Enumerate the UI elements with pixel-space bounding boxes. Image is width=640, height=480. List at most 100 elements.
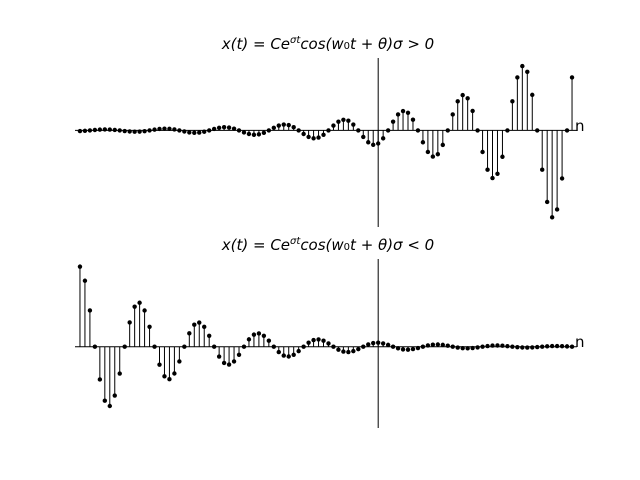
title-part: σt xyxy=(290,35,301,46)
stem-marker xyxy=(515,75,520,80)
stem-marker xyxy=(435,342,441,347)
stem-marker xyxy=(291,352,296,357)
stem-marker xyxy=(157,126,162,132)
title-part: x(t) = Ce xyxy=(221,236,290,254)
stem-marker xyxy=(211,344,217,349)
stem-marker xyxy=(87,128,93,133)
stem-marker xyxy=(172,371,177,376)
stem-marker xyxy=(77,128,83,134)
stem-marker xyxy=(291,124,296,130)
stem-marker xyxy=(460,345,465,351)
stem-marker xyxy=(475,128,480,133)
stem-marker xyxy=(465,96,470,101)
stem-marker xyxy=(216,125,222,130)
stem-marker xyxy=(420,344,426,349)
stem-marker xyxy=(87,308,93,313)
stem-marker xyxy=(540,167,545,172)
stem-marker xyxy=(311,337,316,343)
stem-marker xyxy=(445,343,450,348)
stem-marker xyxy=(440,342,446,348)
stem-marker xyxy=(102,398,108,403)
stem-marker xyxy=(246,131,252,137)
stem-marker xyxy=(261,130,267,136)
stem-marker xyxy=(316,337,321,342)
stem-marker xyxy=(500,343,505,348)
stem-marker xyxy=(167,126,172,132)
stem-marker xyxy=(107,403,112,409)
stem-marker xyxy=(326,341,331,346)
stem-marker xyxy=(480,344,485,349)
stem-marker xyxy=(390,119,396,124)
stem-marker xyxy=(231,359,237,364)
stem-marker xyxy=(211,126,217,132)
stem-marker xyxy=(559,343,565,349)
stem-marker xyxy=(177,359,182,364)
stem-marker xyxy=(231,126,237,131)
stem-marker xyxy=(77,264,83,269)
stem-marker xyxy=(306,340,311,345)
stem-marker xyxy=(192,322,197,327)
stem-marker xyxy=(371,340,376,346)
stem-marker xyxy=(172,127,177,132)
stem-marker xyxy=(122,344,127,349)
stem-marker xyxy=(520,63,525,69)
stem-marker xyxy=(92,344,98,349)
stem-marker xyxy=(559,176,565,181)
chart-title: x(t) = Ceσtcos(w0t + θ)σ < 0 xyxy=(221,236,434,254)
stem-marker xyxy=(500,154,505,159)
stem-marker xyxy=(470,108,475,114)
stem-marker xyxy=(535,344,540,350)
stem-marker xyxy=(490,343,495,348)
stem-marker xyxy=(187,331,192,336)
stem-marker xyxy=(142,128,147,134)
stem-marker xyxy=(281,353,286,358)
stem-marker xyxy=(525,69,530,75)
stem-marker xyxy=(132,129,137,134)
stem-marker xyxy=(147,324,152,330)
stem-marker xyxy=(271,344,277,349)
stem-marker xyxy=(430,342,436,347)
stem-marker xyxy=(425,149,431,155)
stem-marker xyxy=(569,75,575,80)
stem-marker xyxy=(321,338,326,343)
stem-marker xyxy=(192,130,197,135)
stem-marker xyxy=(351,122,356,127)
stem-marker xyxy=(361,344,366,349)
stem-marker xyxy=(495,171,500,177)
stem-marker xyxy=(380,341,386,346)
stem-marker xyxy=(445,128,450,133)
stem-marker xyxy=(356,346,361,352)
stem-marker xyxy=(535,128,540,133)
stem-marker xyxy=(177,128,182,133)
title-part: t + θ)σ > 0 xyxy=(350,35,434,53)
stem-marker xyxy=(157,362,162,367)
stem-marker xyxy=(202,324,207,330)
stem-marker xyxy=(97,377,103,382)
stem-marker xyxy=(366,140,371,145)
stem-marker xyxy=(266,128,272,133)
stem-marker xyxy=(554,207,560,212)
stem-marker xyxy=(316,135,321,140)
stem-marker xyxy=(425,343,431,348)
stem-marker xyxy=(366,342,371,347)
stem-marker xyxy=(256,132,262,137)
stem-marker xyxy=(455,345,460,350)
stem-marker xyxy=(117,371,122,376)
stem-marker xyxy=(440,142,446,148)
stem-marker xyxy=(296,128,301,133)
stem-marker xyxy=(251,132,257,137)
stem-marker xyxy=(346,118,351,123)
stem-marker xyxy=(162,374,167,379)
stem-marker xyxy=(405,110,411,115)
stem-marker xyxy=(281,122,286,127)
stem-marker xyxy=(226,125,232,130)
x-axis-label: n xyxy=(575,333,585,351)
stem-marker xyxy=(182,129,187,134)
stem-marker xyxy=(216,354,222,359)
stem-marker xyxy=(450,112,455,117)
stem-marker xyxy=(306,134,311,140)
stem-marker xyxy=(152,344,157,349)
stem-marker xyxy=(351,348,356,354)
stem-marker xyxy=(341,349,346,354)
